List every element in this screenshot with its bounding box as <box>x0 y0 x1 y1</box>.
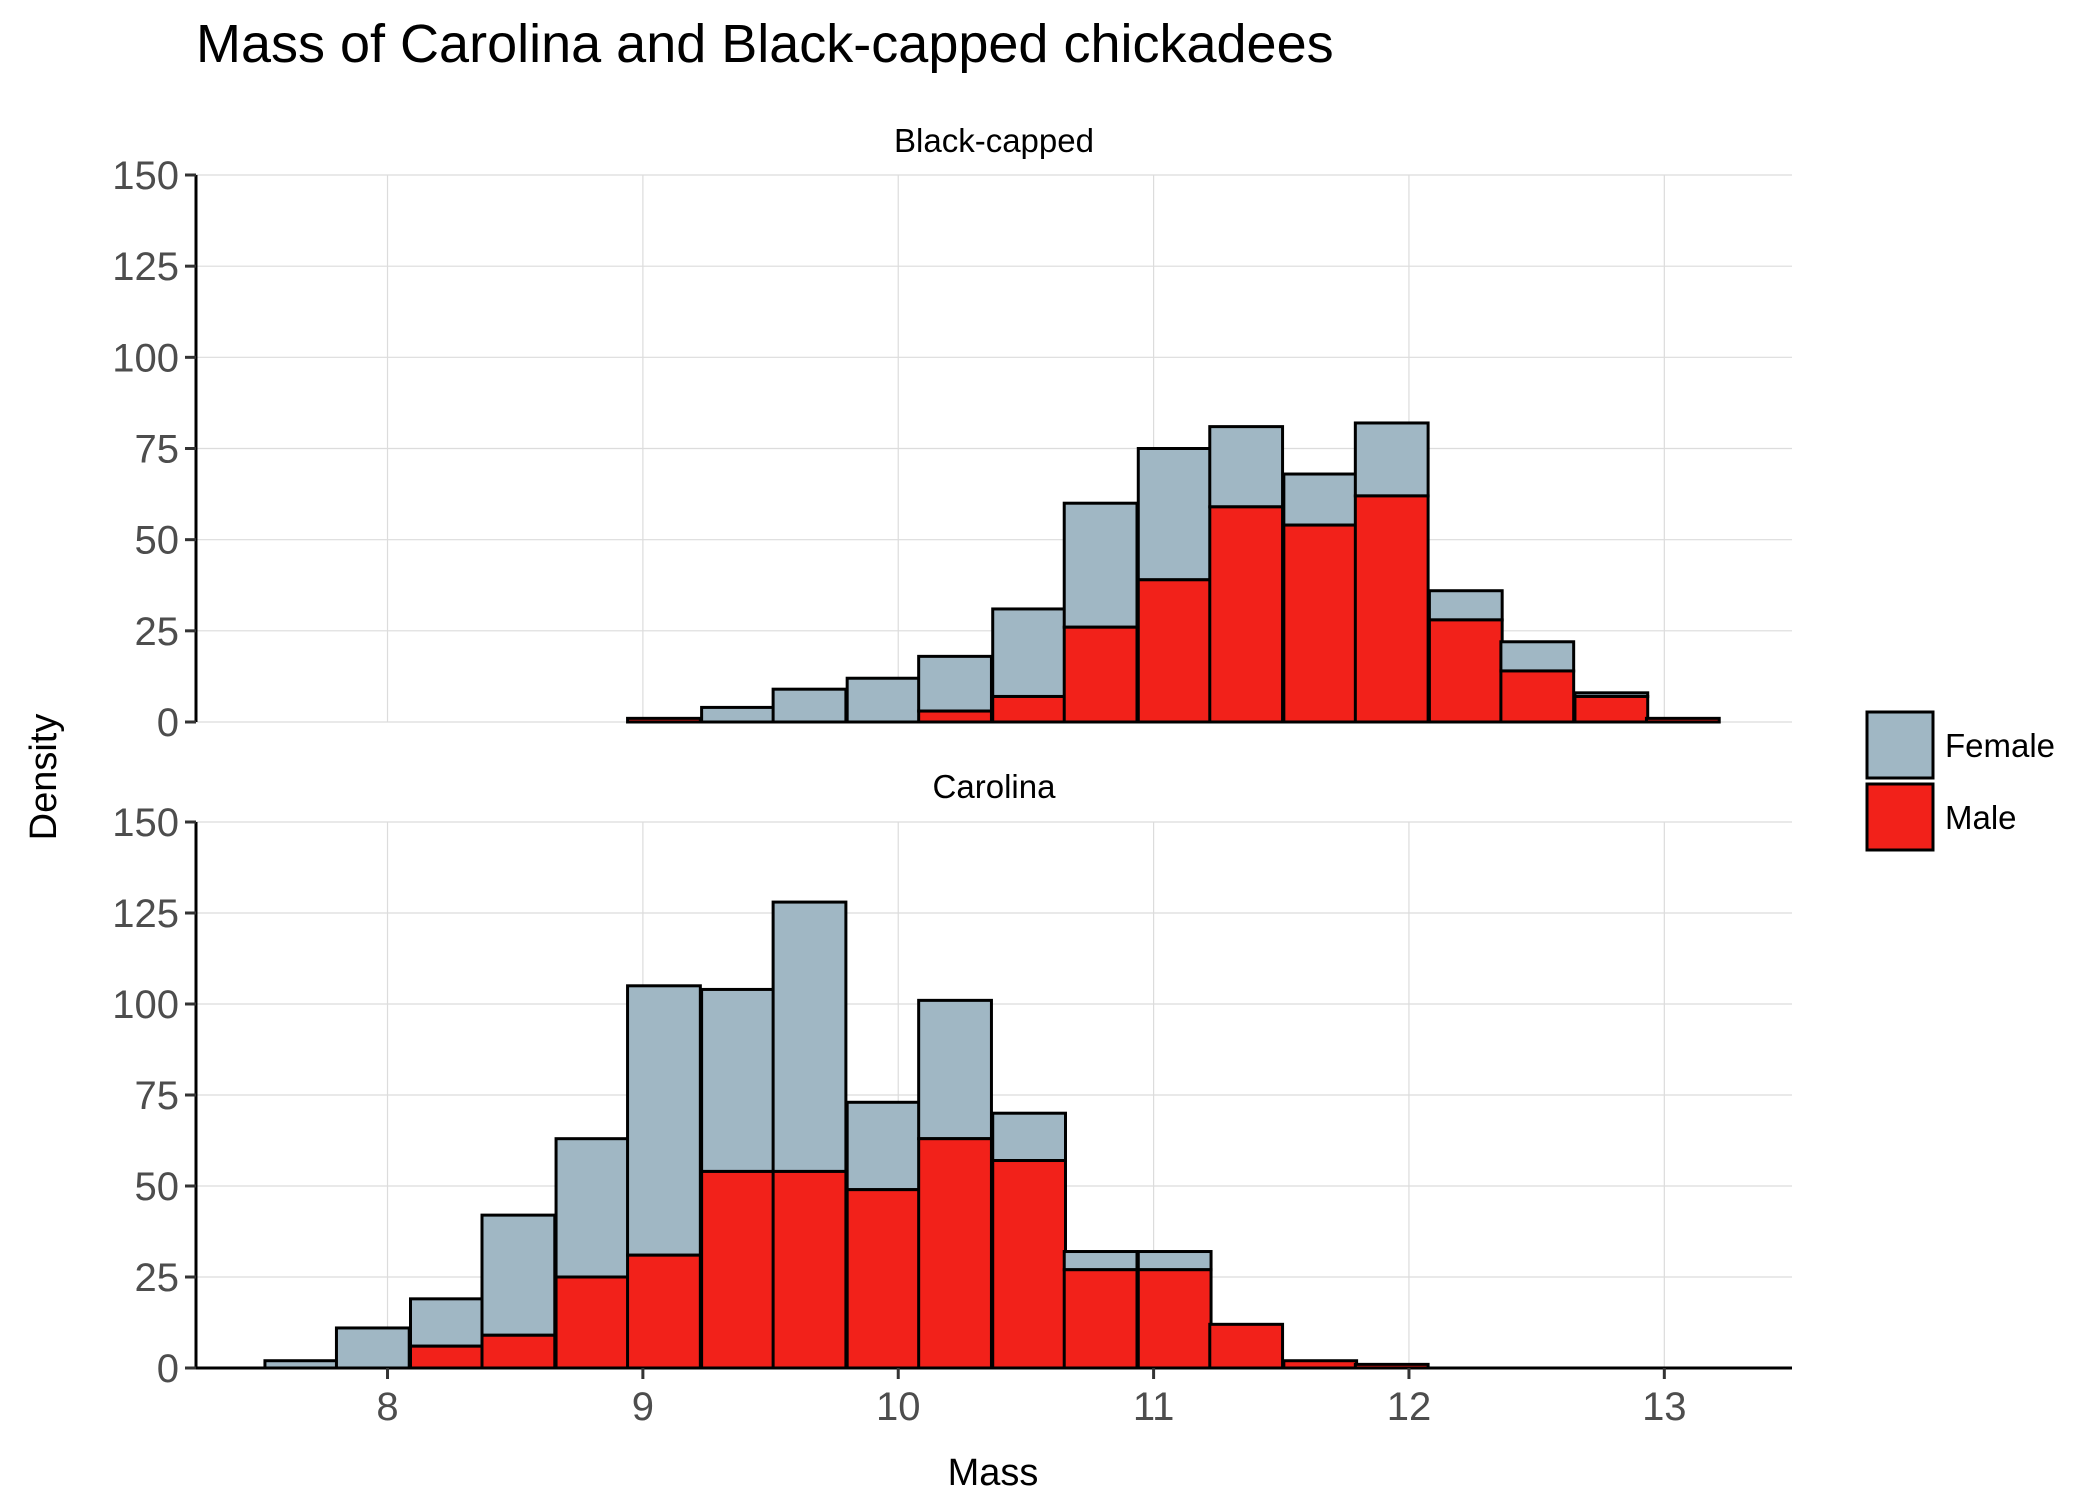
bar-male <box>554 1275 631 1370</box>
bar-male <box>917 1137 993 1370</box>
x-tick-label: 9 <box>632 1385 654 1429</box>
bar-male <box>917 709 993 724</box>
bar-female <box>991 607 1068 698</box>
x-tick-label: 8 <box>376 1385 398 1429</box>
bar-female <box>700 705 776 724</box>
bar-female <box>1353 421 1430 498</box>
bar-male <box>1282 523 1359 724</box>
bar-female <box>991 1111 1068 1163</box>
bar-female <box>917 998 993 1141</box>
bar-female <box>1499 640 1576 673</box>
bar-female <box>700 987 776 1173</box>
y-tick-label: 100 <box>112 336 179 380</box>
bar-female <box>1136 447 1213 582</box>
y-tick-label: 25 <box>135 1256 180 1300</box>
bar-male <box>1353 494 1430 724</box>
bar-male <box>991 694 1068 724</box>
bar-male <box>626 1253 702 1370</box>
bar-female <box>1062 501 1139 629</box>
y-tick-label: 50 <box>135 519 180 563</box>
x-axis-title: Mass <box>948 1452 1039 1494</box>
bar-female <box>554 1137 631 1279</box>
bar-female <box>917 654 993 713</box>
bar-male <box>1062 625 1139 724</box>
panel-carolina: Carolina 0 25 50 75 100 125 150 8 9 10 11 12 13 <box>112 768 1792 1429</box>
legend-swatch-male <box>1865 782 1935 852</box>
bar-male <box>1136 578 1213 724</box>
y-tick-label: 0 <box>157 1347 179 1391</box>
y-tick-label: 75 <box>135 1074 180 1118</box>
bar-female <box>845 676 922 724</box>
bar-male <box>771 1169 848 1370</box>
bar-female <box>1136 1250 1213 1272</box>
legend: Female Male <box>1865 710 2055 852</box>
facet-strip-label: Carolina <box>933 768 1057 805</box>
y-tick-label: 125 <box>112 892 179 936</box>
bar-female <box>480 1213 557 1337</box>
bar-male <box>1062 1268 1139 1370</box>
bar-male <box>1136 1268 1213 1370</box>
x-tick-label: 13 <box>1642 1385 1687 1429</box>
y-tick-label: 0 <box>157 701 179 745</box>
y-tick-label: 150 <box>112 801 179 845</box>
bar-male <box>1499 669 1576 724</box>
bar-female <box>1062 1250 1139 1272</box>
bar-male <box>991 1159 1068 1370</box>
y-tick-label: 50 <box>135 1165 180 1209</box>
y-tick-label: 125 <box>112 245 179 289</box>
bar-male <box>1573 694 1650 724</box>
y-axis-title: Density <box>23 714 65 841</box>
bar-female <box>1427 589 1504 622</box>
bar-female <box>409 1297 485 1348</box>
legend-label-male: Male <box>1945 799 2017 836</box>
facet-strip-label: Black-capped <box>894 122 1094 159</box>
y-tick-label: 150 <box>112 154 179 198</box>
bar-male <box>1644 716 1721 724</box>
bar-male <box>626 716 702 724</box>
bar-female <box>771 687 848 724</box>
bar-female <box>626 984 702 1257</box>
y-tick-label: 75 <box>135 428 180 472</box>
bar-male <box>409 1344 485 1370</box>
x-tick-label: 11 <box>1133 1385 1175 1429</box>
bar-female <box>334 1326 411 1370</box>
bar-male <box>1208 505 1285 724</box>
facet-panels: Black-capped 0 25 50 75 100 125 150 Carolina 0 25 5… <box>112 122 1792 1429</box>
bar-female <box>1282 472 1359 527</box>
bar-male <box>480 1333 557 1370</box>
bar-female <box>845 1100 922 1192</box>
y-tick-label: 100 <box>112 983 179 1027</box>
bar-female <box>1208 425 1285 509</box>
bar-female <box>771 900 848 1173</box>
y-tick-label: 25 <box>135 610 180 654</box>
legend-label-female: Female <box>1945 727 2055 764</box>
legend-swatch-female <box>1865 710 1935 780</box>
bar-male <box>845 1188 922 1370</box>
bar-male <box>1427 618 1504 724</box>
x-tick-label: 12 <box>1387 1385 1432 1429</box>
bar-male <box>700 1169 776 1370</box>
x-tick-label: 10 <box>876 1385 921 1429</box>
bar-male <box>1208 1322 1285 1370</box>
panel-black-capped: Black-capped 0 25 50 75 100 125 150 <box>112 122 1792 745</box>
chart-title: Mass of Carolina and Black-capped chicka… <box>196 14 1334 74</box>
